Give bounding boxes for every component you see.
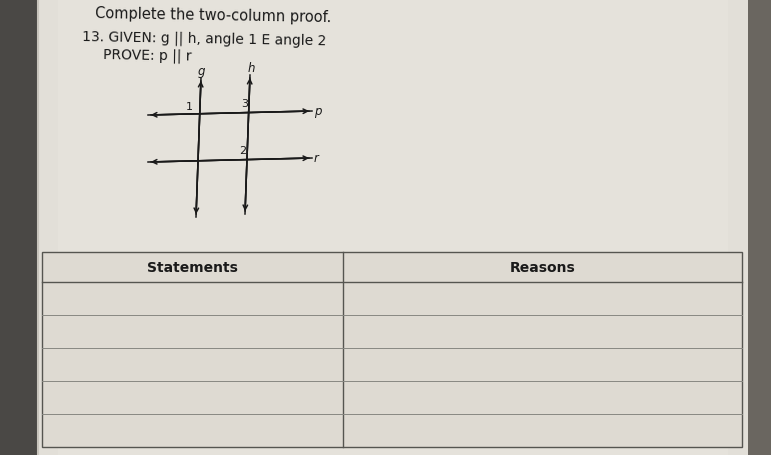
Text: 13. GIVEN: g || h, angle 1 E angle 2: 13. GIVEN: g || h, angle 1 E angle 2 xyxy=(82,30,326,48)
Bar xyxy=(42,253,742,447)
Text: 2: 2 xyxy=(239,146,246,156)
Text: PROVE: p || r: PROVE: p || r xyxy=(103,47,192,63)
Text: p: p xyxy=(314,105,322,118)
Text: Reasons: Reasons xyxy=(510,260,575,274)
Text: Complete the two-column proof.: Complete the two-column proof. xyxy=(95,6,332,25)
Text: Statements: Statements xyxy=(147,260,238,274)
Text: r: r xyxy=(314,152,319,165)
Bar xyxy=(748,0,771,455)
Text: 1: 1 xyxy=(186,102,193,112)
Bar xyxy=(42,253,742,447)
Text: g: g xyxy=(197,65,205,78)
Text: 3: 3 xyxy=(241,99,248,109)
Bar xyxy=(0,0,38,455)
Bar xyxy=(58,0,728,455)
Text: h: h xyxy=(247,62,254,75)
